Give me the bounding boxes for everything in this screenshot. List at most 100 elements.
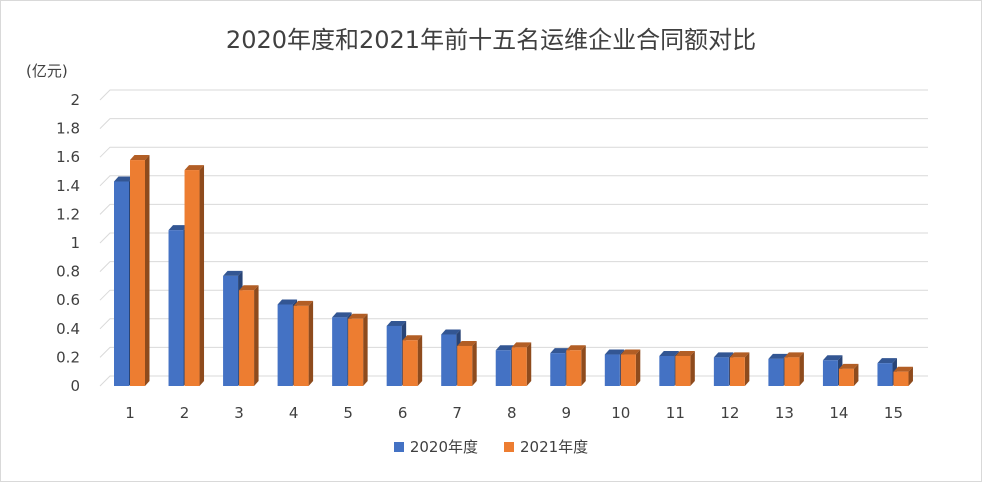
x-tick-label: 1 [125, 404, 135, 422]
bar-top-face [511, 342, 532, 348]
bar-2021年度-1 [130, 160, 145, 386]
bar-top-face [838, 363, 859, 369]
bar-2021年度-14 [838, 368, 854, 386]
bar-top-face [223, 270, 243, 276]
bar-top-face [239, 285, 259, 291]
bar-top-face [877, 358, 897, 364]
bar-top-face [729, 352, 750, 358]
bar-2021年度-3 [239, 290, 255, 386]
bar-2020年度-8 [495, 350, 511, 386]
bar-top-face [114, 176, 134, 182]
x-tick-label: 4 [289, 404, 299, 422]
bar-2020年度-14 [822, 360, 838, 386]
x-tick-label: 11 [666, 404, 685, 422]
chart-legend: 2020年度 2021年度 [0, 436, 982, 457]
bar-top-face [566, 345, 586, 351]
x-tick-label: 9 [561, 404, 571, 422]
bar-2021年度-2 [184, 170, 200, 386]
bar-top-face [293, 300, 314, 306]
bar-2020年度-3 [223, 275, 239, 386]
bar-side-face [472, 340, 477, 386]
gridline [99, 346, 928, 358]
bar-side-face [254, 285, 259, 386]
gridline [99, 89, 928, 101]
bar-top-face [277, 299, 298, 305]
y-tick-label: 0.6 [56, 291, 80, 309]
y-tick-label: 1.6 [56, 148, 80, 166]
legend-item-2020: 2020年度 [393, 436, 478, 457]
x-tick-label: 10 [611, 404, 630, 422]
bar-side-face [526, 342, 532, 386]
bar-side-face [145, 155, 150, 386]
bar-top-face [386, 320, 407, 326]
bar-2021年度-15 [893, 371, 909, 386]
bar-side-face [690, 350, 695, 386]
bar-top-face [675, 350, 695, 356]
bar-top-face [620, 349, 641, 355]
bar-2020年度-4 [277, 304, 293, 386]
x-tick-label: 15 [884, 404, 903, 422]
x-tick-label: 3 [234, 404, 244, 422]
legend-label-2021: 2021年度 [520, 438, 589, 456]
bar-top-face [893, 366, 913, 372]
bar-2020年度-11 [659, 355, 675, 386]
bar-2021年度-6 [402, 340, 418, 386]
bar-side-face [744, 352, 750, 386]
bar-top-face [332, 312, 352, 318]
bar-top-face [184, 165, 205, 171]
bar-side-face [908, 366, 913, 386]
gridline [99, 146, 928, 158]
legend-label-2020: 2020年度 [409, 438, 478, 456]
y-tick-label: 0.2 [56, 348, 80, 366]
bar-2020年度-12 [713, 357, 729, 386]
bar-top-face [659, 350, 679, 356]
bar-side-face [581, 345, 586, 386]
x-tick-label: 7 [452, 404, 462, 422]
bar-2020年度-5 [332, 317, 348, 386]
y-tick-label: 0 [70, 377, 80, 395]
bar-top-face [822, 355, 843, 361]
bar-2021年度-4 [293, 305, 309, 386]
gridline [99, 261, 928, 272]
bar-2021年度-5 [348, 318, 364, 386]
y-tick-label: 1.2 [56, 205, 80, 223]
x-tick-label: 5 [343, 404, 353, 422]
gridline [99, 175, 928, 187]
x-tick-label: 14 [829, 404, 848, 422]
gridline [99, 318, 928, 330]
bar-side-face [363, 313, 368, 386]
bar-side-face [308, 300, 314, 386]
bar-top-face [457, 340, 477, 346]
bar-side-face [853, 363, 859, 386]
bar-top-face [713, 352, 734, 358]
bar-top-face [495, 345, 516, 351]
bar-top-face [441, 329, 461, 335]
bar-side-face [199, 165, 205, 386]
x-tick-label: 8 [507, 404, 517, 422]
y-tick-label: 1 [70, 234, 80, 252]
bar-2020年度-6 [386, 325, 402, 386]
gridline [99, 203, 928, 215]
bar-top-face [130, 155, 150, 161]
bar-2021年度-12 [729, 357, 745, 386]
gridline [99, 232, 928, 244]
legend-swatch-2021 [504, 441, 514, 452]
bar-top-face [604, 349, 625, 355]
bar-2021年度-9 [566, 350, 582, 386]
bar-2020年度-15 [877, 363, 893, 386]
chart-title: 2020年度和2021年前十五名运维企业合同额对比 [225, 26, 757, 54]
bar-top-face [168, 225, 189, 231]
gridline [99, 375, 928, 387]
bar-2021年度-8 [511, 347, 527, 386]
x-tick-label: 2 [180, 404, 190, 422]
bar-2020年度-2 [168, 230, 184, 386]
bar-top-face [402, 335, 423, 341]
bar-2020年度-1 [114, 181, 129, 386]
bar-side-face [417, 335, 423, 386]
y-tick-label: 2 [70, 91, 80, 109]
bar-top-face [784, 352, 804, 358]
gridline [99, 118, 928, 129]
bar-2020年度-10 [604, 354, 620, 386]
